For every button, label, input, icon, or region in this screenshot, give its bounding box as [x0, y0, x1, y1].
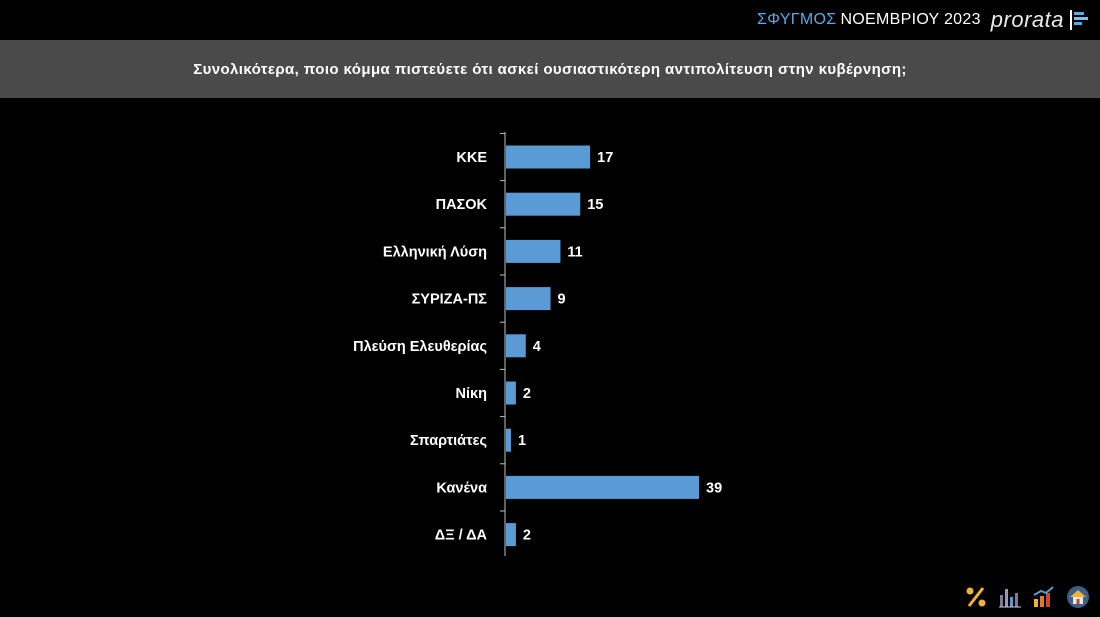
growth-chart-icon: [1032, 585, 1056, 609]
category-label: ΔΞ / ΔΑ: [435, 528, 488, 544]
value-label: 4: [533, 339, 541, 355]
bar: [506, 192, 581, 216]
value-label: 2: [523, 386, 531, 402]
value-label: 9: [558, 292, 566, 308]
percent-icon: [964, 585, 988, 609]
brand-logo-icon: [1070, 10, 1088, 30]
survey-name: ΣΦΥΓΜΟΣ: [757, 11, 837, 28]
bar: [506, 428, 511, 452]
category-label: ΣΥΡΙΖΑ-ΠΣ: [412, 292, 488, 308]
value-label: 2: [523, 528, 531, 544]
category-label: Νίκη: [456, 386, 487, 402]
title-band: Συνολικότερα, ποιο κόμμα πιστεύετε ότι α…: [0, 40, 1100, 98]
value-label: 15: [587, 197, 603, 213]
bar: [506, 239, 561, 263]
category-label: ΠΑΣΟΚ: [436, 197, 488, 213]
value-label: 17: [597, 150, 613, 166]
bar-chart: ΚΚΕ 17 ΠΑΣΟΚ 15 Ελληνική Λύση 11 ΣΥΡΙΖΑ-ΠΣ 9 Πλε…: [353, 132, 722, 556]
category-label: Ελληνική Λύση: [383, 244, 487, 260]
house-icon: [1066, 585, 1090, 609]
category-label: Πλεύση Ελευθερίας: [353, 339, 487, 355]
value-label: 11: [567, 244, 582, 260]
footer-icons: [964, 585, 1090, 609]
category-label: ΚΚΕ: [456, 150, 487, 166]
bar: [506, 334, 526, 358]
bar: [506, 475, 699, 499]
brand-logo-text: prorata: [990, 7, 1064, 32]
brand-header: ΣΦΥΓΜΟΣ ΝΟΕΜΒΡΙΟΥ 2023 prorata: [757, 7, 1088, 32]
bar: [506, 381, 516, 405]
value-label: 39: [706, 480, 722, 496]
category-label: Σπαρτιάτες: [410, 433, 487, 449]
survey-date: ΝΟΕΜΒΡΙΟΥ 2023: [840, 11, 981, 28]
bar: [506, 523, 516, 547]
chart-title: Συνολικότερα, ποιο κόμμα πιστεύετε ότι α…: [193, 60, 907, 78]
value-label: 1: [518, 433, 526, 449]
bar-chart-icon: [998, 585, 1022, 609]
bar: [506, 145, 591, 169]
bar: [506, 287, 551, 311]
category-label: Κανένα: [436, 480, 487, 496]
